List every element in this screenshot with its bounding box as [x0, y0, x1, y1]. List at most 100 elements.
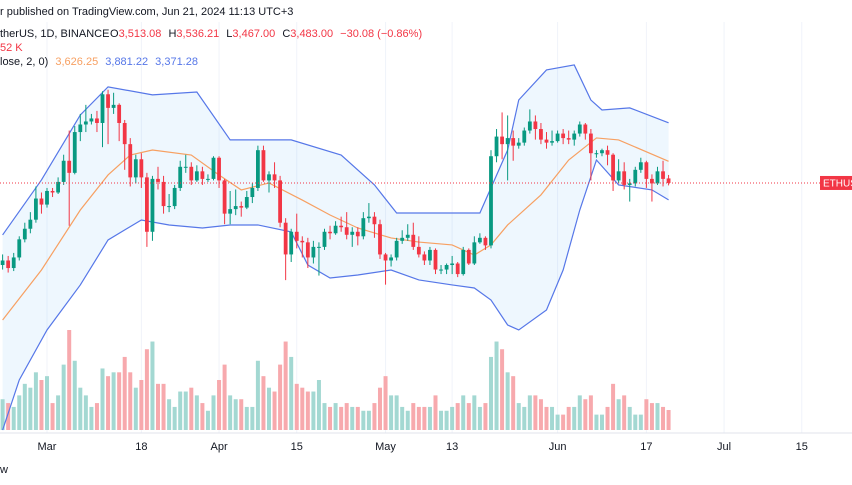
volume-bar — [322, 403, 327, 430]
x-tick-label: 15 — [291, 441, 303, 453]
candle-body — [378, 224, 382, 255]
volume-bar — [444, 410, 449, 430]
volume-bar — [611, 383, 616, 430]
candle-body — [250, 187, 255, 198]
x-tick-label: 13 — [446, 441, 458, 453]
candle-body — [394, 240, 399, 258]
candle-body — [56, 181, 61, 193]
volume-bar — [538, 399, 543, 430]
candle-body — [172, 187, 177, 207]
volume-bar — [211, 395, 216, 430]
candle-body — [183, 166, 188, 168]
volume-bar — [477, 406, 482, 430]
volume-bar — [283, 341, 288, 430]
candle-body — [400, 237, 405, 241]
candle-body — [555, 133, 560, 142]
volume-bar — [144, 349, 149, 430]
volume-bar — [278, 364, 283, 430]
candle-body — [511, 138, 516, 146]
volume-bar — [649, 403, 654, 430]
candle-body — [322, 231, 327, 247]
volume-bar — [472, 395, 477, 430]
candle-body — [561, 133, 566, 139]
candle-body — [344, 227, 349, 235]
candle-body — [611, 154, 615, 181]
volume-bar — [172, 406, 177, 430]
candle-body — [28, 219, 33, 229]
candle-body — [139, 159, 144, 178]
volume-bar — [106, 376, 111, 430]
candle-body — [72, 132, 77, 173]
candle-body — [616, 171, 621, 181]
volume-bar — [533, 395, 538, 430]
candle-body — [422, 254, 427, 261]
candle-body — [228, 209, 233, 214]
volume-bar — [45, 376, 50, 430]
candle-body — [189, 166, 194, 181]
candle-body — [328, 231, 332, 234]
volume-bar — [416, 406, 421, 430]
volume-bar — [217, 380, 222, 430]
footer: w — [0, 464, 8, 476]
candle-body — [583, 124, 588, 134]
volume-bar — [411, 403, 416, 430]
candle-body — [522, 130, 527, 143]
volume-bar — [366, 410, 371, 430]
volume-bar — [266, 387, 271, 430]
candle-body — [133, 159, 138, 178]
volume-bar — [638, 414, 643, 430]
candle-body — [638, 162, 643, 170]
volume-bar — [355, 406, 360, 430]
volume-bar — [505, 372, 510, 430]
volume-bar — [400, 406, 405, 430]
volume-bar — [261, 376, 266, 430]
volume-bar — [422, 406, 427, 430]
ohlc-value: 3,467.00 — [232, 28, 275, 40]
candle-body — [95, 118, 99, 123]
volume-bar — [83, 395, 88, 430]
candle-body — [605, 150, 610, 155]
volume-bar — [117, 372, 122, 430]
volume-bar — [28, 387, 33, 430]
candle-body — [355, 231, 360, 237]
volume-bar — [522, 406, 527, 430]
candle-body — [655, 171, 660, 184]
candle-body — [411, 234, 416, 247]
candle-body — [128, 144, 133, 178]
candle-body — [167, 206, 172, 208]
candle-body — [461, 249, 466, 275]
candle-body — [89, 118, 94, 122]
volume-bar — [0, 399, 5, 430]
volume-bar — [455, 403, 460, 430]
volume-bar — [289, 356, 294, 430]
volume-bar — [156, 383, 161, 430]
candle-body — [300, 240, 305, 243]
candle-body — [45, 190, 49, 205]
volume-bar — [205, 410, 210, 430]
volume-bar — [233, 399, 238, 430]
volume-bar — [100, 368, 105, 430]
volume-bar — [239, 399, 244, 430]
header-bar — [0, 0, 852, 22]
candle-body — [666, 178, 671, 183]
x-tick-label: 17 — [640, 441, 652, 453]
candle-body — [650, 178, 654, 184]
x-tick-label: 18 — [135, 441, 147, 453]
volume-bar — [555, 414, 560, 430]
published-note: r published on TradingView.com, Jun 21, … — [0, 6, 293, 18]
volume-bar — [377, 387, 382, 430]
candle-body — [372, 216, 377, 225]
volume-bar — [94, 403, 99, 430]
last-price-box — [820, 175, 852, 190]
volume-bar — [194, 395, 199, 430]
candle-body — [533, 121, 538, 130]
volume-bar — [383, 376, 388, 430]
volume-bar — [39, 380, 44, 430]
ohlc-value: 3,483.00 — [290, 28, 333, 40]
candle-body — [289, 231, 294, 255]
candle-body — [22, 228, 27, 240]
volume-bar — [72, 360, 77, 430]
candle-body — [83, 121, 88, 125]
x-tick-label: Apr — [210, 441, 227, 453]
